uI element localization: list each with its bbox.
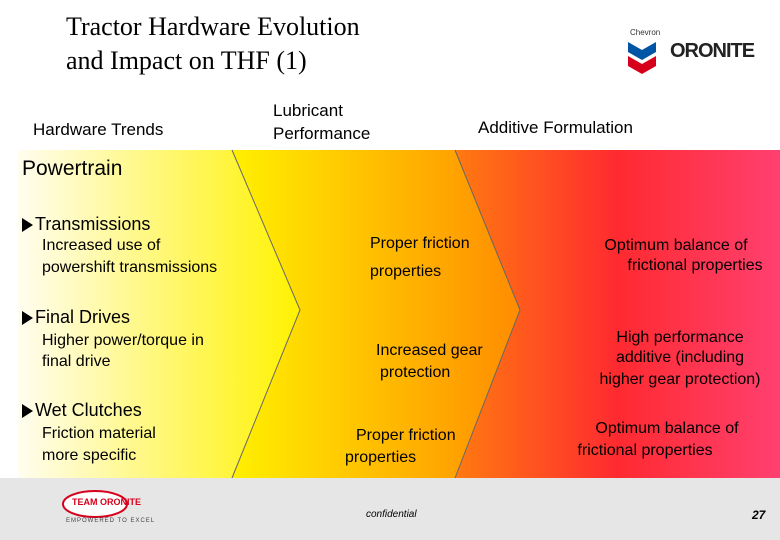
row-heading: Transmissions [35, 214, 151, 234]
footer-logo-name: TEAM ORONITE [72, 497, 141, 507]
column-header: Lubricant [273, 101, 343, 120]
bullet-arrow [22, 404, 33, 418]
additive-text: higher gear protection) [599, 371, 761, 388]
bullet-arrow [22, 311, 33, 325]
hardware-text: final drive [42, 353, 111, 370]
additive-band [455, 150, 780, 478]
chevron-logo [628, 42, 656, 74]
column-header: Additive Formulation [478, 118, 633, 137]
hardware-text: more specific [42, 447, 137, 464]
additive-text: additive (including [615, 349, 745, 366]
lubricant-text: Increased gear [376, 342, 483, 359]
row-heading: Final Drives [35, 307, 131, 327]
hardware-text: Higher power/torque in [42, 332, 204, 349]
chevron-edge [231, 149, 301, 479]
additive-text: Optimum balance of [604, 237, 748, 254]
footer-tagline: EMPOWERED TO EXCEL [66, 518, 156, 524]
lubricant-text: properties [345, 449, 417, 466]
team-oronite-logo [62, 490, 128, 518]
column-header: Hardware Trends [33, 120, 164, 139]
page-number: 27 [752, 508, 766, 522]
footer-band [0, 478, 780, 540]
lubricant-text: protection [380, 364, 451, 381]
lubricant-text: properties [370, 263, 442, 280]
lubricant-text: Proper friction [370, 235, 470, 252]
hardware-text: Increased use of [42, 237, 161, 254]
hardware-band [18, 150, 300, 478]
title-line: Tractor Hardware Evolution [66, 12, 360, 41]
logo-brand: Chevron [630, 28, 661, 37]
bullet-arrow [22, 218, 33, 232]
additive-text: Optimum balance of [595, 420, 739, 437]
additive-text: High performance [616, 329, 744, 346]
row-heading: Wet Clutches [35, 400, 142, 420]
hardware-text: powershift transmissions [42, 259, 218, 276]
confidential: confidential [366, 509, 417, 520]
hardware-text: Friction material [42, 425, 156, 442]
lubricant-band [232, 150, 520, 478]
additive-text: frictional properties [577, 442, 713, 459]
additive-text: frictional properties [627, 257, 763, 274]
section-title: Powertrain [22, 157, 123, 180]
chevron-edge [454, 149, 521, 479]
title-line: and Impact on THF (1) [66, 46, 307, 75]
logo-name: ORONITE [670, 40, 755, 62]
lubricant-text: Proper friction [356, 427, 456, 444]
column-header: Performance [273, 124, 371, 143]
